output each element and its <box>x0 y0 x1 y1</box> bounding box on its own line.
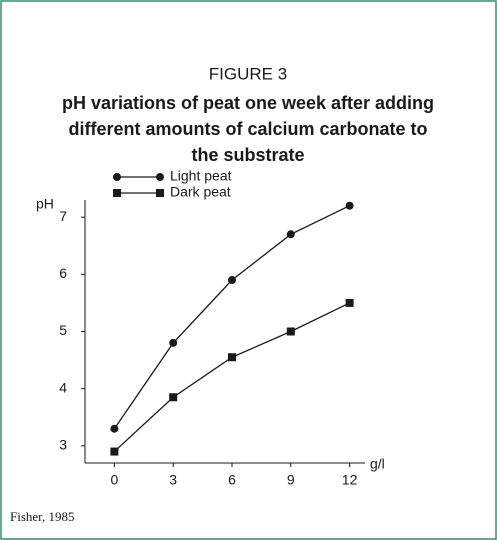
legend-marker <box>113 189 121 197</box>
data-point <box>228 353 236 362</box>
y-tick-label: 7 <box>59 208 67 224</box>
data-point <box>345 298 354 307</box>
legend-label: Light peat <box>170 168 232 184</box>
x-axis-label: g/l <box>370 456 385 472</box>
legend-marker <box>156 173 164 181</box>
x-tick-label: 6 <box>228 472 236 488</box>
y-tick-label: 5 <box>59 322 67 338</box>
legend-marker <box>113 173 121 181</box>
figure-label: FIGURE 3 <box>209 64 287 83</box>
data-point <box>110 424 119 433</box>
source: Fisher, 1985 <box>10 509 74 524</box>
x-tick-label: 12 <box>342 472 358 488</box>
legend-marker <box>156 189 164 197</box>
data-point <box>286 327 295 336</box>
data-point <box>345 201 354 210</box>
data-point <box>169 338 178 347</box>
x-tick-label: 0 <box>111 472 119 488</box>
x-tick-label: 9 <box>287 472 295 488</box>
chart-title: the substrate <box>191 145 304 165</box>
x-tick-label: 3 <box>169 472 177 488</box>
data-point <box>228 276 236 285</box>
data-point <box>169 393 178 402</box>
y-axis-label: pH <box>36 196 54 212</box>
data-point <box>110 447 119 456</box>
chart-title: different amounts of calcium carbonate t… <box>68 119 427 139</box>
data-point <box>286 230 295 239</box>
y-tick-label: 3 <box>59 437 67 453</box>
chart-title: pH variations of peat one week after add… <box>62 93 434 113</box>
legend-label: Dark peat <box>170 184 231 200</box>
y-tick-label: 4 <box>59 379 67 395</box>
y-tick-label: 6 <box>59 265 67 281</box>
